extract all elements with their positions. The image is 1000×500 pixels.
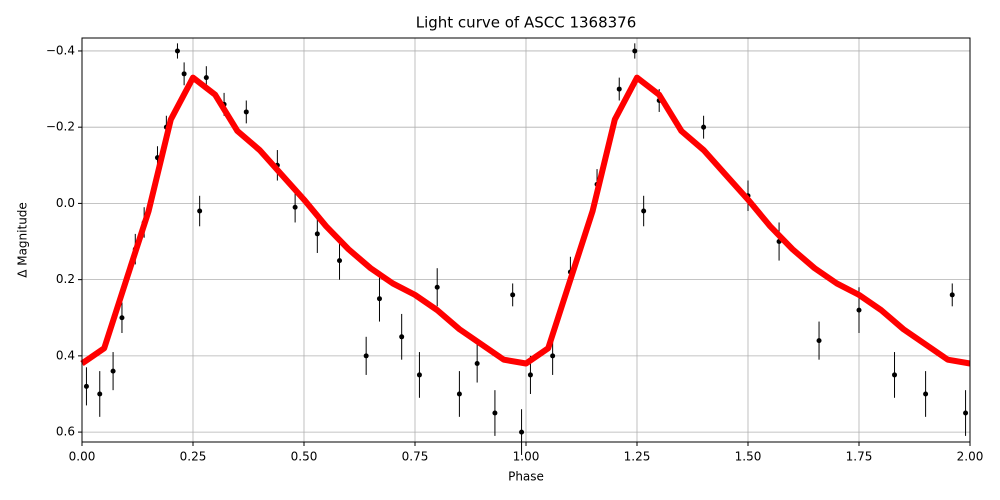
data-point xyxy=(492,410,498,416)
y-axis-label: Δ Magnitude xyxy=(16,202,30,278)
y-tick-label: 0.0 xyxy=(56,196,75,210)
x-tick-label: 0.00 xyxy=(69,450,96,464)
x-tick-label: 0.25 xyxy=(180,450,207,464)
data-point xyxy=(203,75,209,81)
data-point xyxy=(243,109,249,115)
data-point xyxy=(616,86,622,92)
data-point xyxy=(416,372,422,378)
data-point xyxy=(174,48,180,54)
data-point xyxy=(641,208,647,214)
data-point xyxy=(181,71,187,77)
x-tick-label: 0.75 xyxy=(402,450,429,464)
x-tick-label: 1.00 xyxy=(513,450,540,464)
data-point xyxy=(337,258,343,264)
data-point xyxy=(314,231,320,237)
data-point xyxy=(892,372,898,378)
data-point xyxy=(434,284,440,290)
data-point xyxy=(97,391,103,397)
chart-title: Light curve of ASCC 1368376 xyxy=(416,14,637,32)
data-point xyxy=(456,391,462,397)
plot-frame xyxy=(81,37,971,443)
y-tick-label: 0.2 xyxy=(56,272,75,286)
data-point xyxy=(292,204,298,210)
data-point xyxy=(963,410,969,416)
data-point xyxy=(197,208,203,214)
data-point xyxy=(110,368,116,374)
data-point xyxy=(550,353,556,359)
model-curve xyxy=(80,74,971,367)
x-tick-label: 0.50 xyxy=(291,450,318,464)
data-point xyxy=(816,338,822,344)
x-axis-label: Phase xyxy=(508,470,544,484)
data-point xyxy=(856,307,862,313)
data-point xyxy=(510,292,516,298)
x-tick-label: 1.75 xyxy=(846,450,873,464)
data-point xyxy=(474,360,480,366)
data-point xyxy=(119,315,125,321)
data-point xyxy=(363,353,369,359)
y-tick-label: −0.2 xyxy=(46,120,75,134)
data-point xyxy=(923,391,929,397)
x-tick-label: 1.50 xyxy=(735,450,762,464)
data-point xyxy=(949,292,955,298)
data-point xyxy=(519,429,525,435)
y-tick-label: −0.4 xyxy=(46,43,75,57)
data-point xyxy=(527,372,533,378)
y-tick-label: 0.4 xyxy=(56,348,75,362)
data-point xyxy=(83,383,89,389)
x-tick-label: 1.25 xyxy=(624,450,651,464)
data-point xyxy=(701,124,707,130)
y-tick-label: 0.6 xyxy=(56,425,75,439)
x-tick-label: 2.00 xyxy=(957,450,984,464)
data-point xyxy=(376,296,382,302)
data-point xyxy=(632,48,638,54)
data-point xyxy=(399,334,405,340)
